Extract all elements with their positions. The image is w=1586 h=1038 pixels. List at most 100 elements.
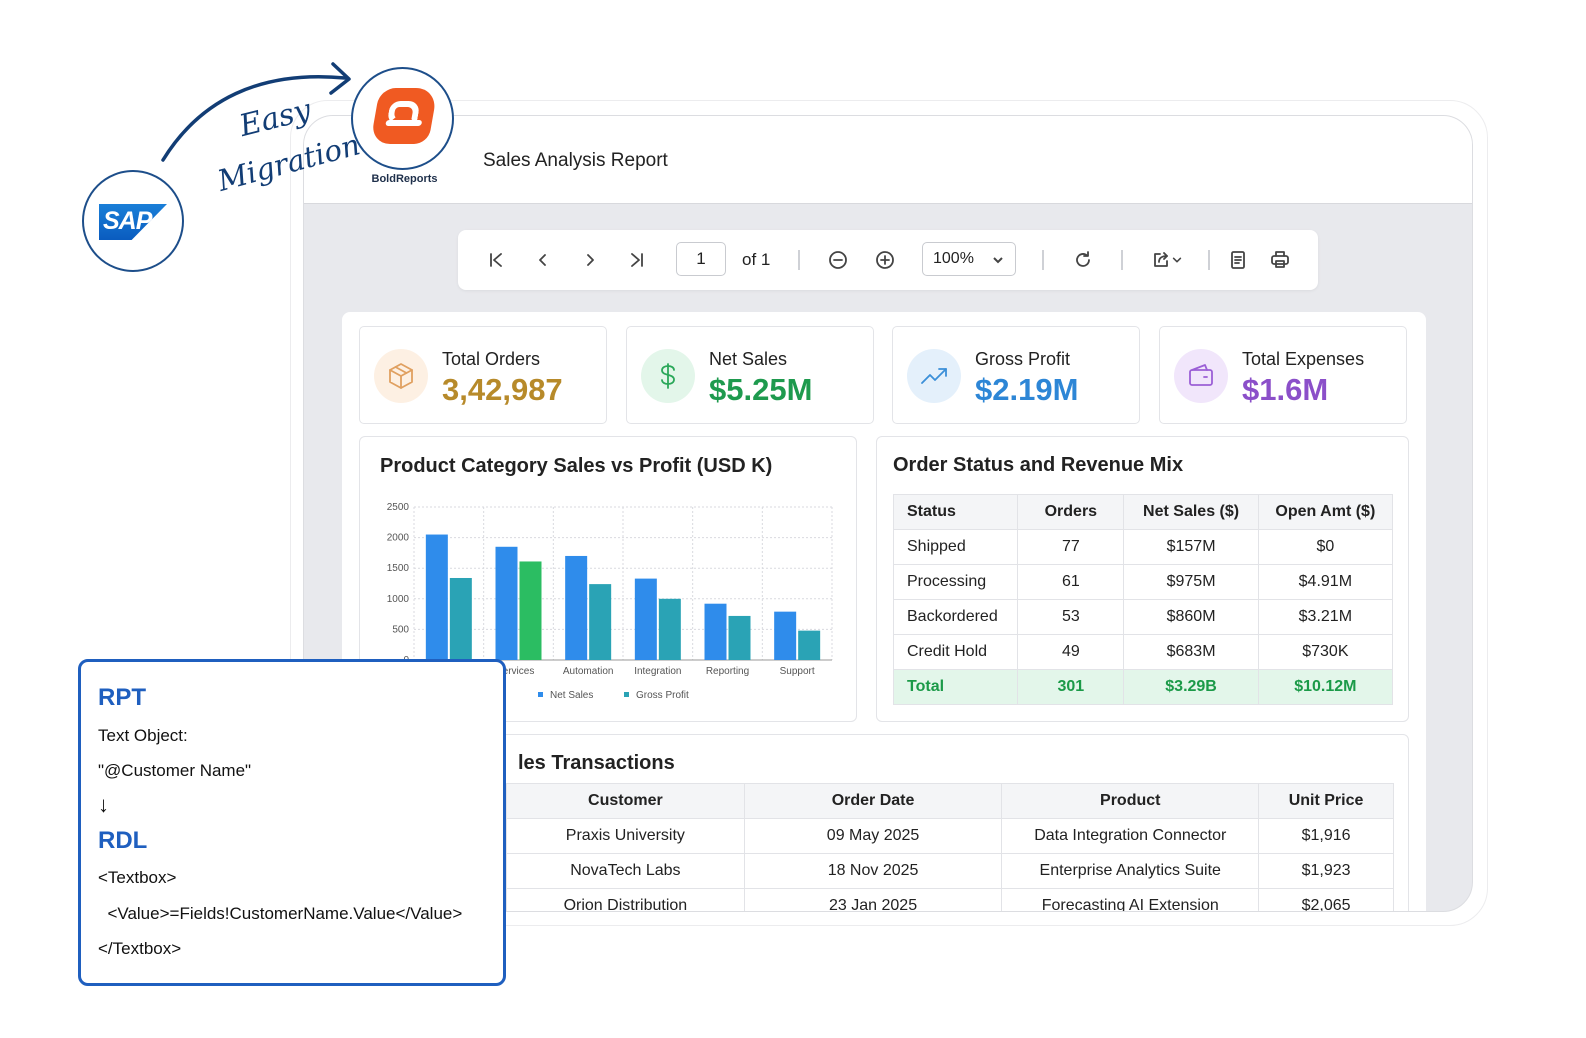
chevron-right-icon <box>587 254 594 266</box>
refresh-button[interactable] <box>1071 248 1095 272</box>
kpi-label: Net Sales <box>709 349 788 369</box>
table-cell: $975M <box>1123 564 1259 600</box>
status-table-title: Order Status and Revenue Mix <box>893 454 1184 476</box>
kpi-label: Total Orders <box>442 349 541 369</box>
first-page-button[interactable] <box>484 248 508 272</box>
report-page: Total Orders 3,42,987 Net Sales $5.25M G… <box>342 312 1426 911</box>
toolbar-divider <box>1042 250 1044 270</box>
table-cell: $683M <box>1123 634 1259 670</box>
table-cell: Processing <box>892 564 1019 600</box>
transactions-title: les Transactions <box>518 752 675 774</box>
bar-net-sales <box>565 555 588 660</box>
kpi-value: $1.6M <box>1242 372 1329 407</box>
zoom-out-button[interactable] <box>826 248 850 272</box>
kpi-icon-wrap <box>907 349 961 403</box>
y-tick-label: 1500 <box>387 563 410 574</box>
y-tick-label: 1000 <box>387 594 410 605</box>
bar-net-sales <box>425 534 448 660</box>
kpi-icon-wrap <box>1174 349 1228 403</box>
zoom-dropdown[interactable]: 100% <box>922 242 1016 276</box>
zoom-in-icon <box>876 251 894 269</box>
table-cell: $2,065 <box>1258 888 1394 911</box>
table-cell: Credit Hold <box>892 634 1019 670</box>
bar-gross-profit <box>589 584 612 660</box>
category-chart-panel: Product Category Sales vs Profit (USD K)… <box>359 436 857 722</box>
x-tick-label: Automation <box>563 666 614 677</box>
print-icon <box>1271 251 1289 268</box>
page-setup-button[interactable] <box>1226 248 1250 272</box>
window-header: Sales Analysis Report <box>304 116 1472 204</box>
wallet-icon <box>1189 364 1213 386</box>
x-tick-label: Reporting <box>706 666 749 677</box>
table-cell: $3.21M <box>1257 599 1394 635</box>
page-number-input[interactable]: 1 <box>676 242 726 276</box>
page-count-label: of 1 <box>742 250 771 269</box>
table-cell: 49 <box>1017 634 1125 670</box>
viewer-toolbar: 1 of 1 100% <box>458 230 1318 290</box>
rdl-line: <Textbox> <box>98 868 177 887</box>
table-cell: $1,923 <box>1258 853 1394 889</box>
y-tick-label: 2500 <box>387 502 410 513</box>
y-tick-label: 2000 <box>387 533 410 544</box>
table-cell: $4.91M <box>1257 564 1394 600</box>
last-page-icon <box>631 253 643 267</box>
column-header: Status <box>892 494 1019 530</box>
next-page-button[interactable] <box>578 248 602 272</box>
rpt-to-rdl-card: RPT Text Object: "@Customer Name" ↓ RDL … <box>78 659 506 986</box>
transactions-panel: les Transactions Customer Order Date Pro… <box>359 734 1409 911</box>
trending-up-icon <box>921 368 947 384</box>
rpt-header: RPT <box>98 684 146 711</box>
sap-logo: SAP <box>82 170 184 272</box>
kpi-value: $5.25M <box>709 372 813 407</box>
bar-gross-profit <box>728 615 751 660</box>
curved-arrow-icon <box>161 75 347 162</box>
kpi-card-net-sales: Net Sales $5.25M <box>626 326 874 424</box>
x-tick-label: ervices <box>503 666 535 677</box>
column-header: Open Amt ($) <box>1257 494 1394 530</box>
kpi-label: Total Expenses <box>1242 349 1365 369</box>
table-cell: NovaTech Labs <box>506 853 745 889</box>
box-icon <box>389 363 413 389</box>
table-row: Praxis University 09 May 2025 Data Integ… <box>506 818 1394 854</box>
dollar-icon <box>661 363 675 389</box>
zoom-out-icon <box>829 251 847 269</box>
bar-net-sales <box>774 611 797 660</box>
table-cell: 23 Jan 2025 <box>743 888 1003 911</box>
toolbar-divider <box>1208 250 1210 270</box>
export-button[interactable] <box>1146 248 1188 272</box>
table-cell: Total <box>892 669 1019 705</box>
first-page-icon <box>490 253 502 267</box>
zoom-value: 100% <box>933 250 974 267</box>
table-cell: $730K <box>1257 634 1394 670</box>
previous-page-button[interactable] <box>531 248 555 272</box>
sap-logo-badge: SAP <box>99 204 167 240</box>
print-button[interactable] <box>1268 248 1292 272</box>
table-cell: 53 <box>1017 599 1125 635</box>
last-page-button[interactable] <box>625 248 649 272</box>
refresh-icon <box>1076 251 1090 267</box>
zoom-in-button[interactable] <box>873 248 897 272</box>
kpi-icon-wrap <box>641 349 695 403</box>
y-tick-label: 500 <box>392 624 409 635</box>
table-cell: $0 <box>1257 529 1394 565</box>
transactions-table: Customer Order Date Product Unit Price P… <box>506 783 1394 911</box>
table-cell: $860M <box>1123 599 1259 635</box>
table-row: Shipped 77 $157M $0 <box>892 529 1394 565</box>
arrow-head-icon <box>329 62 351 95</box>
legend-swatch <box>538 692 543 697</box>
toolbar-divider <box>1121 250 1123 270</box>
table-cell: 77 <box>1017 529 1125 565</box>
bar-gross-profit <box>798 630 821 660</box>
table-cell: $3.29B <box>1123 669 1259 705</box>
rpt-line: "@Customer Name" <box>98 761 252 780</box>
table-cell: $157M <box>1123 529 1259 565</box>
bar-chart: 25002000150010005000ervicesAutomationInt… <box>387 502 833 701</box>
x-tick-label: Integration <box>634 666 681 677</box>
kpi-value: $2.19M <box>975 372 1079 407</box>
chevron-down-icon <box>993 257 1003 264</box>
rpt-line: Text Object: <box>98 726 188 745</box>
kpi-card-total-orders: Total Orders 3,42,987 <box>359 326 607 424</box>
table-cell: $10.12M <box>1257 669 1394 705</box>
report-title: Sales Analysis Report <box>483 150 668 171</box>
document-icon <box>1231 251 1245 269</box>
